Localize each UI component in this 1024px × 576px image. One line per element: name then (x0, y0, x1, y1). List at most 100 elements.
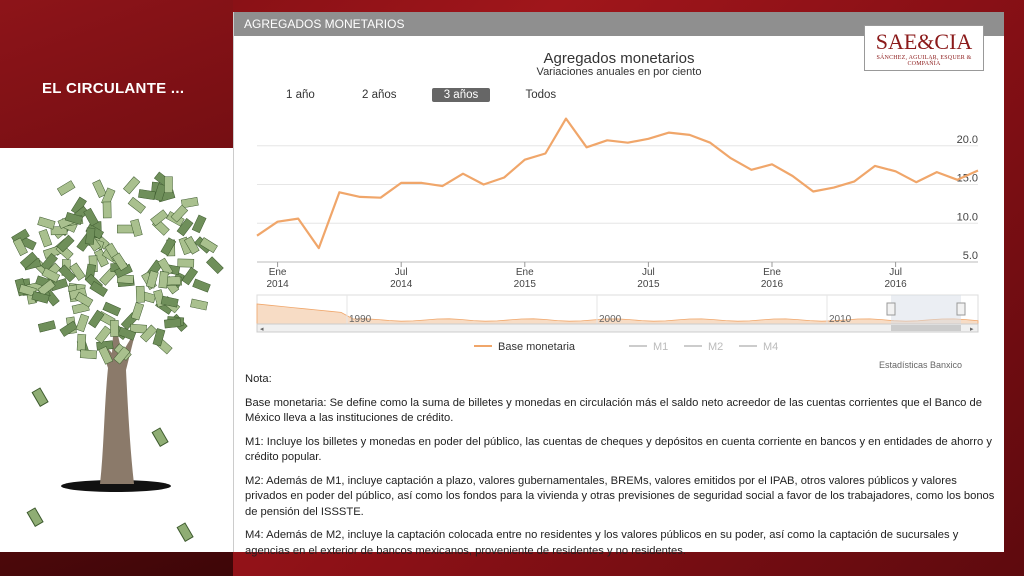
x-tick-label: Jul (889, 267, 902, 278)
range-button-1y[interactable]: 1 año (286, 89, 315, 101)
bill-leaf (130, 302, 145, 321)
navigator-label: 2010 (829, 314, 852, 325)
series-line-base-monetaria (256, 117, 979, 250)
bill-leaf (98, 346, 114, 365)
bill-leaf (83, 207, 99, 227)
x-tick-label: Ene (763, 267, 781, 278)
x-tick-label: 2016 (884, 279, 907, 290)
bill-leaf (191, 214, 207, 234)
y-tick-label: 5.0 (963, 250, 978, 262)
bill-leaf (181, 266, 199, 286)
bill-leaf (92, 179, 107, 198)
bill-leaf (129, 323, 147, 334)
bill-leaf (164, 318, 182, 329)
bill-leaf (94, 325, 112, 344)
bill-leaf (192, 278, 211, 293)
bill-leaf (157, 257, 174, 277)
company-logo: SAE&CIA SÁNCHEZ, AGUILAR, ESQUER & COMPA… (864, 25, 984, 71)
chart-title: Agregados monetarios (543, 50, 695, 67)
bill-leaf (37, 279, 56, 297)
navigator-handle[interactable] (886, 302, 896, 316)
bill-leaf (41, 267, 61, 283)
y-tick-label: 15.0 (957, 173, 978, 185)
bill-leaf (117, 224, 134, 234)
bill-leaf (164, 176, 173, 194)
bill-leaf (153, 183, 167, 202)
bill-leaf (79, 349, 97, 360)
bill-leaf (152, 328, 166, 347)
bill-leaf (177, 258, 195, 268)
notes-heading: Nota: (245, 373, 272, 385)
bill-leaf (127, 196, 146, 214)
bill-leaf (38, 228, 53, 248)
bill-leaf (88, 309, 105, 329)
navigator-label: 2000 (599, 314, 622, 325)
bill-leaf (64, 212, 84, 225)
bill-leaf (40, 253, 58, 272)
bill-leaf (180, 197, 199, 209)
range-button-all[interactable]: Todos (525, 89, 557, 101)
bill-leaf (199, 237, 218, 254)
bill-leaf (102, 201, 112, 219)
falling-bill (26, 507, 44, 528)
bill-leaf (69, 262, 86, 281)
navigator-selection (891, 295, 961, 324)
range-selector: 1 año 2 años 3 años Todos (274, 88, 588, 102)
bill-leaf (12, 237, 28, 257)
bill-leaf (123, 176, 141, 195)
falling-bill (31, 387, 49, 408)
bill-leaf (117, 326, 137, 341)
bill-leaf (31, 291, 50, 304)
x-tick-label: 2014 (266, 279, 289, 290)
bill-leaf (145, 270, 159, 289)
credits-link[interactable]: Estadísticas Banxico (879, 360, 963, 370)
x-tick-label: 2015 (514, 279, 537, 290)
bill-leaf (110, 320, 119, 337)
x-tick-label: Jul (642, 267, 655, 278)
x-tick-label: 2015 (637, 279, 660, 290)
bill-leaf (113, 346, 131, 365)
falling-bill (176, 522, 194, 543)
bill-leaf (37, 216, 56, 230)
falling-bill (151, 427, 169, 448)
note-m2: M2: Además de M1, incluye captación a pl… (245, 474, 995, 518)
bill-leaf (75, 313, 90, 333)
x-tick-label: Jul (395, 267, 408, 278)
scrollbar-thumb[interactable] (891, 325, 961, 331)
navigator-handle[interactable] (956, 302, 966, 316)
range-button-3y[interactable]: 3 años (431, 88, 491, 102)
bill-leaf (50, 226, 68, 236)
chart-panel: AGREGADOS MONETARIOS SAE&CIA SÁNCHEZ, AG… (233, 12, 1004, 557)
navigator-label: 1990 (349, 314, 372, 325)
bill-leaf (102, 301, 121, 317)
range-button-2y[interactable]: 2 años (361, 89, 397, 101)
bill-leaf (56, 234, 75, 253)
scroll-left-arrow[interactable]: ◂ (260, 326, 264, 333)
bill-leaf (190, 298, 209, 311)
bill-leaf (74, 291, 94, 308)
scroll-right-arrow[interactable]: ▸ (970, 326, 974, 333)
x-tick-label: Ene (516, 267, 534, 278)
bill-leaf (56, 180, 76, 196)
bill-leaf (89, 280, 108, 297)
legend-item[interactable]: M1 (653, 341, 668, 353)
legend-item[interactable]: M2 (708, 341, 723, 353)
logo-subtext: SÁNCHEZ, AGUILAR, ESQUER & COMPAÑÍA (876, 55, 972, 67)
x-tick-label: 2016 (761, 279, 784, 290)
x-tick-label: Ene (269, 267, 287, 278)
money-tree-image (11, 171, 224, 543)
notes-section: Nota: Base monetaria: Se define como la … (245, 372, 997, 567)
bill-leaf (158, 271, 169, 289)
bill-leaf (130, 218, 143, 237)
y-tick-label: 10.0 (957, 211, 978, 223)
scrollbar-track[interactable] (256, 323, 979, 333)
bill-leaf (112, 252, 129, 271)
bill-leaf (76, 333, 87, 351)
legend-item[interactable]: M4 (763, 341, 778, 353)
bill-leaf (19, 251, 38, 269)
legend-item[interactable]: Base monetaria (498, 341, 576, 353)
chart-subtitle: Variaciones anuales en por ciento (536, 66, 702, 78)
bill-leaf (59, 320, 78, 337)
note-m1: M1: Incluye los billetes y monedas en po… (245, 435, 992, 464)
bill-leaf (170, 204, 189, 223)
